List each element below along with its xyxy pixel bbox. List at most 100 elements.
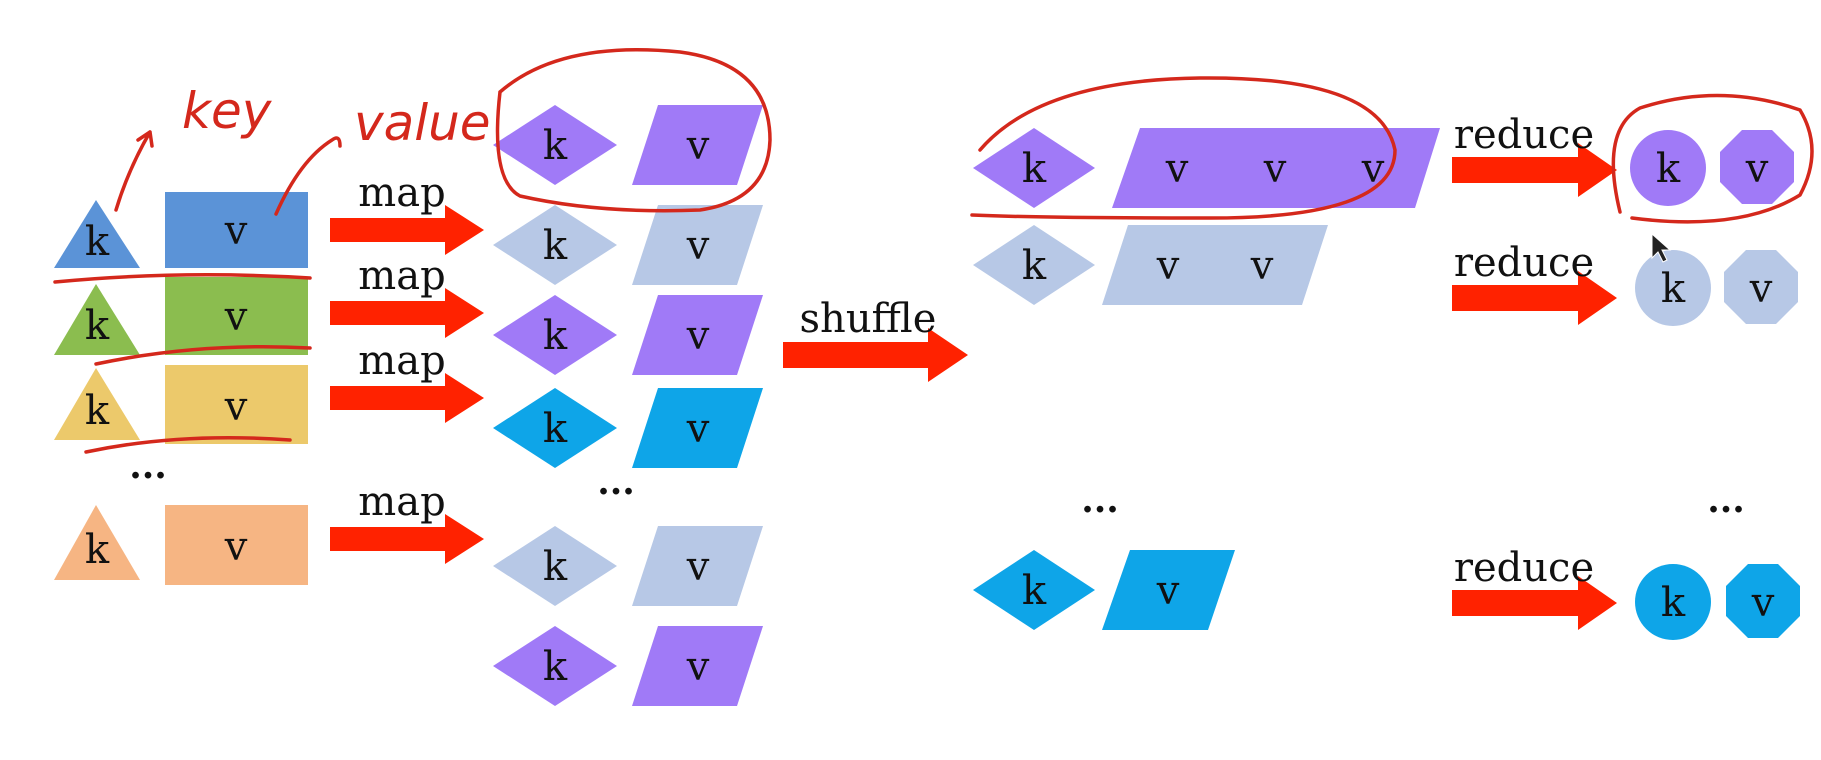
reduce-arrows: reduce reduce reduce [1452, 112, 1617, 630]
value-letter: v [686, 644, 710, 690]
map-step-3: map [330, 338, 484, 423]
value-rect [165, 505, 308, 585]
input-ellipsis: ... [129, 445, 167, 487]
value-parallelogram [632, 205, 763, 285]
key-letter: k [543, 406, 568, 452]
map-label: map [358, 253, 445, 299]
intermediate-ellipsis: ... [597, 461, 635, 503]
key-diamond [493, 105, 617, 185]
value-list-parallelogram [1102, 550, 1235, 630]
result-pair-1: k v [1630, 130, 1794, 206]
grouped-ellipsis: ... [1081, 479, 1119, 521]
right-arrow-icon [330, 514, 484, 564]
key-pointer-stroke [114, 130, 154, 212]
key-diamond [973, 225, 1095, 305]
reduce-step-1: reduce [1452, 112, 1617, 197]
key-letter: k [1661, 580, 1686, 626]
value-octagon [1724, 250, 1798, 324]
key-diamond [493, 626, 617, 706]
reduce-step-2: reduce [1452, 240, 1617, 325]
value-octagon [1726, 564, 1800, 638]
value-rect [165, 192, 308, 268]
group-circle-map-output [495, 48, 772, 213]
intermediate-pair-1: k v [493, 105, 763, 185]
key-letter: k [85, 303, 110, 349]
value-letter: v [686, 123, 710, 169]
key-diamond [493, 295, 617, 375]
input-pair-1: k v [54, 192, 308, 268]
grouped-pair-3: k v [973, 550, 1235, 630]
intermediate-pair-4: k v [493, 388, 763, 468]
key-annotation: key [182, 82, 273, 140]
value-letter: v [224, 208, 248, 254]
key-letter: k [1022, 146, 1047, 192]
map-arrows: map map map map [330, 170, 484, 564]
result-ellipsis: ... [1707, 479, 1745, 521]
value-letter: v [1749, 266, 1773, 312]
right-arrow-icon [1452, 143, 1617, 197]
value-letter: v [686, 544, 710, 590]
row-underline-2 [94, 344, 312, 366]
row-underline-3 [84, 435, 292, 454]
key-triangle [54, 505, 140, 580]
value-pointer-stroke [274, 136, 342, 216]
key-letter: k [543, 313, 568, 359]
input-column: k v k v k v ... k v [54, 192, 308, 585]
key-letter: k [1661, 266, 1686, 312]
value-letter: v [686, 223, 710, 269]
value-parallelogram [632, 388, 763, 468]
map-step-1: map [330, 170, 484, 255]
value-parallelogram [632, 626, 763, 706]
key-triangle [54, 368, 140, 440]
right-arrow-icon [783, 328, 968, 382]
key-triangle [54, 284, 140, 355]
result-pair-3: k v [1635, 564, 1800, 640]
value-letter: v [224, 384, 248, 430]
key-letter: k [543, 123, 568, 169]
value-parallelogram [632, 295, 763, 375]
row-underline-1 [53, 273, 312, 284]
value-letter: v [1263, 146, 1287, 192]
value-letter: v [686, 313, 710, 359]
value-letter: v [1156, 243, 1180, 289]
grouped-pair-2: k v v [973, 225, 1328, 305]
reduce-label: reduce [1454, 240, 1594, 286]
key-triangle [54, 200, 140, 268]
key-letter: k [85, 219, 110, 265]
right-arrow-icon [330, 205, 484, 255]
value-rect [165, 277, 308, 355]
mouse-cursor-icon [1651, 232, 1672, 263]
value-letter: v [224, 524, 248, 570]
map-label: map [358, 338, 445, 384]
key-circle [1635, 564, 1711, 640]
input-pair-2: k v [54, 277, 308, 355]
key-letter: k [85, 527, 110, 573]
value-rect [165, 365, 308, 444]
key-letter: k [1022, 568, 1047, 614]
shuffle-output-column: k v v v k v v ... k v [973, 128, 1440, 630]
value-annotation: value [354, 94, 491, 152]
right-arrow-icon [330, 288, 484, 338]
value-letter: v [1156, 568, 1180, 614]
value-letter: v [224, 294, 248, 340]
key-diamond [493, 526, 617, 606]
map-step-4: map [330, 479, 484, 564]
intermediate-pair-6: k v [493, 626, 763, 706]
value-letter: v [1165, 146, 1189, 192]
key-letter: k [1656, 146, 1681, 192]
key-circle [1630, 130, 1706, 206]
key-letter: k [543, 644, 568, 690]
key-diamond [973, 128, 1095, 208]
handwritten-annotations: key value [53, 48, 1814, 454]
reduce-label: reduce [1454, 545, 1594, 591]
map-step-2: map [330, 253, 484, 338]
key-letter: k [1022, 243, 1047, 289]
value-octagon [1720, 130, 1794, 204]
value-parallelogram [632, 526, 763, 606]
value-letter: v [1361, 146, 1385, 192]
map-output-column: k v k v k v k v ... k v [493, 105, 763, 706]
result-pair-2: k v [1635, 250, 1798, 326]
reduce-output-column: k v k v ... k v [1630, 130, 1800, 640]
shuffle-label: shuffle [800, 296, 937, 342]
